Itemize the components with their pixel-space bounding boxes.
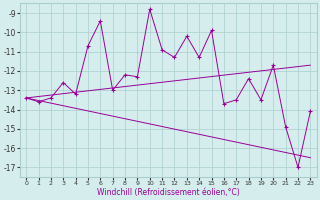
X-axis label: Windchill (Refroidissement éolien,°C): Windchill (Refroidissement éolien,°C)	[97, 188, 240, 197]
